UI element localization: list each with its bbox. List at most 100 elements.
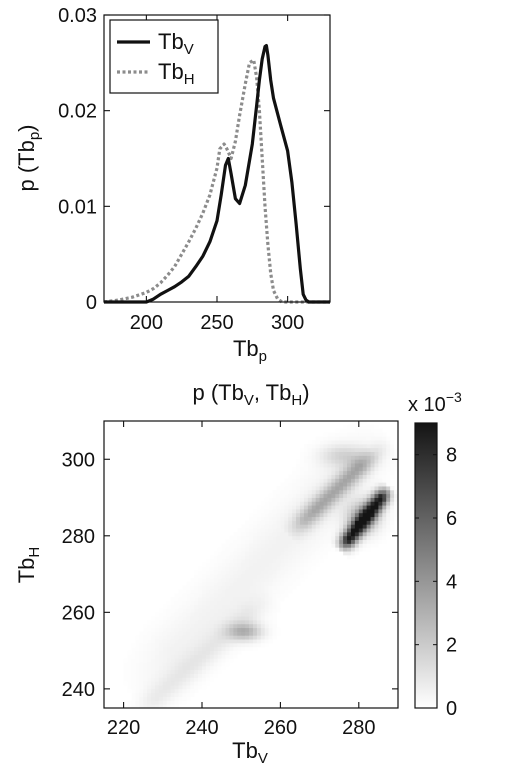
heatmap-cell <box>241 535 246 541</box>
heatmap-cell <box>249 524 254 529</box>
heatmap-cell <box>296 478 301 483</box>
heatmap-cell <box>331 528 336 533</box>
heatmap-cell <box>315 558 320 563</box>
heatmap-cell <box>233 562 238 567</box>
heatmap-cell <box>335 432 340 437</box>
heatmap-cell <box>221 619 226 625</box>
heatmap-cell <box>382 486 387 491</box>
heatmap-cell <box>280 551 285 556</box>
heatmap-cell <box>288 493 293 498</box>
heatmap-cell <box>268 535 273 541</box>
heatmap-cell <box>343 505 348 510</box>
heatmap-cell <box>174 627 179 632</box>
heatmap-cell <box>307 486 313 491</box>
heatmap-cell <box>202 673 207 678</box>
heatmap-cell <box>303 539 309 544</box>
heatmap-cell <box>135 665 140 671</box>
heatmap-cell <box>123 669 128 674</box>
heatmap-cell <box>186 597 191 602</box>
heatmap-cell <box>154 654 160 659</box>
heatmap-cell <box>339 535 344 541</box>
heatmap-cell <box>205 616 211 621</box>
heatmap-cell <box>151 688 156 694</box>
heatmap-cell <box>170 665 175 671</box>
heatmap-cell <box>358 421 364 426</box>
heatmap-cell <box>241 627 246 632</box>
heatmap-cell <box>260 585 266 590</box>
heatmap-cell <box>315 547 320 552</box>
heatmap-cell <box>213 581 219 586</box>
heatmap-cell <box>350 486 356 491</box>
heatmap-cell <box>229 574 234 579</box>
heatmap-cell <box>370 478 375 483</box>
heatmap-cell <box>245 581 250 586</box>
heatmap-cell <box>162 662 168 667</box>
heatmap-cell <box>174 677 179 682</box>
heatmap-cell <box>202 642 207 648</box>
heatmap-cell <box>362 447 368 453</box>
heatmap-cell <box>260 631 266 636</box>
heatmap-cell <box>272 562 277 567</box>
heatmap-cell <box>339 520 344 525</box>
heatmap-cell <box>343 459 348 464</box>
heatmap-cell <box>256 619 262 625</box>
heatmap-cell <box>174 688 179 694</box>
heatmap-cell <box>151 700 156 705</box>
heatmap-cell <box>170 685 175 690</box>
heatmap-cell <box>217 646 222 651</box>
heatmap-cell <box>343 474 348 479</box>
heatmap-cell <box>174 650 179 655</box>
heatmap-cell <box>252 509 258 514</box>
heatmap-cell <box>347 535 352 541</box>
heatmap-cell <box>315 516 320 521</box>
heatmap-cell <box>194 669 199 674</box>
heatmap-cell <box>303 562 309 567</box>
heatmap-cell <box>135 700 140 705</box>
heatmap-cell <box>335 463 340 468</box>
heatmap-cell <box>249 585 254 590</box>
heatmap-cell <box>292 478 297 483</box>
heatmap-cell <box>217 642 222 648</box>
heatmap-cell <box>284 531 289 537</box>
heatmap-cell <box>335 466 340 472</box>
heatmap-cell <box>331 459 336 464</box>
heatmap-cell <box>378 505 383 510</box>
heatmap-cell <box>347 493 352 498</box>
heatmap-cell <box>327 466 332 472</box>
heatmap-cell <box>311 486 317 491</box>
heatmap-x-tick-label: 220 <box>107 717 140 739</box>
heatmap-cell <box>233 539 238 544</box>
heatmap-cell <box>268 566 273 571</box>
heatmap-cell <box>327 489 332 495</box>
heatmap-cell <box>245 619 250 625</box>
heatmap-cell <box>347 424 352 430</box>
heatmap-cell <box>331 474 336 479</box>
heatmap-cell <box>194 589 199 594</box>
heatmap-cell <box>350 440 356 445</box>
heatmap-cell <box>249 539 254 544</box>
heatmap-cell <box>284 551 289 556</box>
heatmap-cell <box>303 524 309 529</box>
heatmap-cell <box>347 497 352 502</box>
legend-label-tbv: TbV <box>158 29 194 58</box>
heatmap-cell <box>354 551 360 556</box>
heatmap-cell <box>182 662 187 667</box>
heatmap-cell <box>323 524 328 529</box>
heatmap-cell <box>249 551 254 556</box>
heatmap-cell <box>323 505 328 510</box>
heatmap-cell <box>127 681 132 686</box>
heatmap-cell <box>190 692 195 697</box>
heatmap-cell <box>182 631 187 636</box>
heatmap-cell <box>307 512 313 518</box>
heatmap-cell <box>343 512 348 518</box>
heatmap-cell <box>190 577 195 583</box>
heatmap-cell <box>233 547 238 552</box>
heatmap-cell <box>182 654 187 659</box>
heatmap-cell <box>307 440 313 445</box>
heatmap-cell <box>217 570 222 575</box>
heatmap-cell <box>300 570 305 575</box>
heatmap-cell <box>166 654 172 659</box>
heatmap-cell <box>311 463 317 468</box>
heatmap-cell <box>272 509 277 514</box>
